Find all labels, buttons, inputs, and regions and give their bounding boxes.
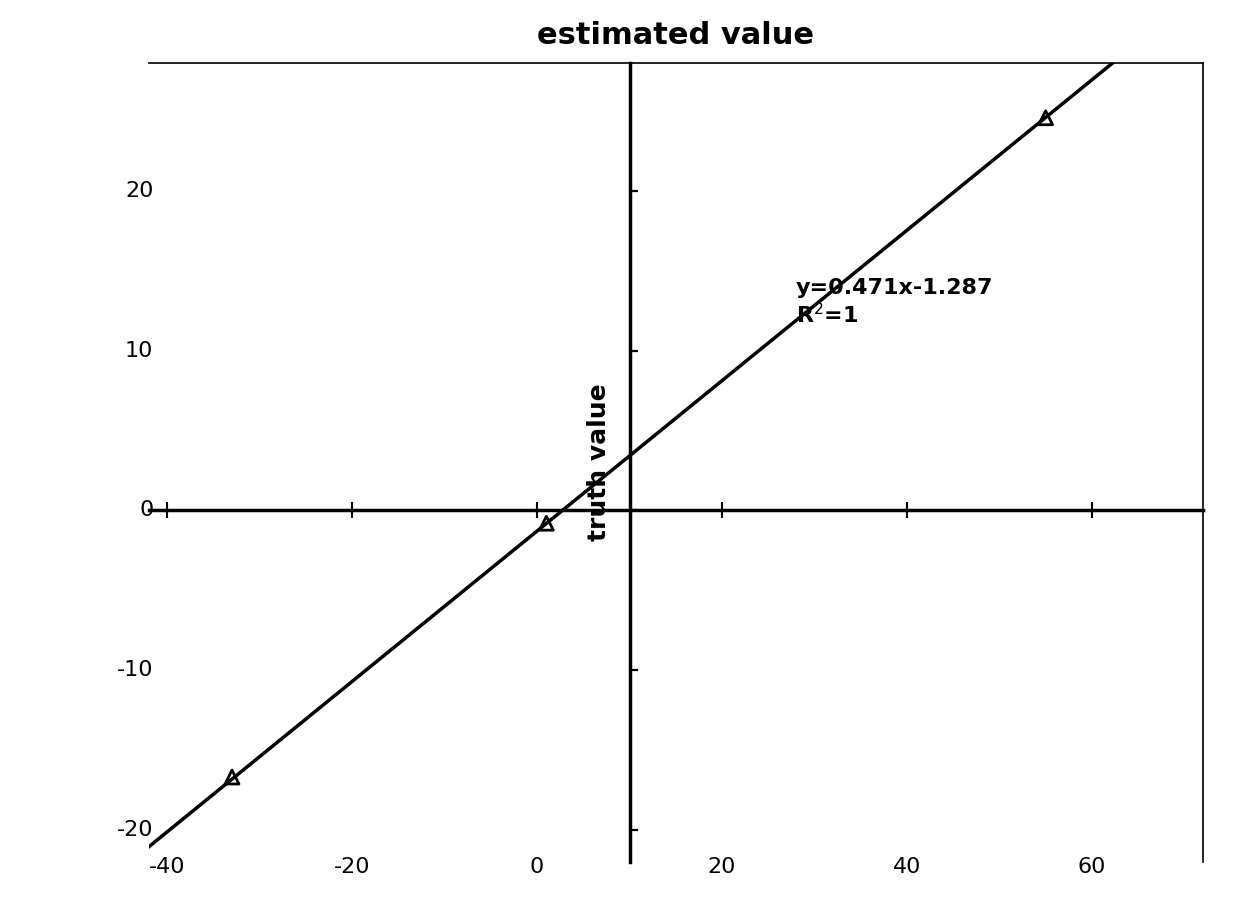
Point [537, 516, 557, 531]
Text: 40: 40 [893, 857, 921, 877]
Text: -40: -40 [149, 857, 186, 877]
Text: -20: -20 [117, 820, 154, 840]
Text: 20: 20 [708, 857, 737, 877]
Title: estimated value: estimated value [537, 21, 815, 50]
Text: y=0.471x-1.287
R$^2$=1: y=0.471x-1.287 R$^2$=1 [796, 278, 993, 327]
Point [222, 770, 242, 785]
Text: -10: -10 [117, 660, 154, 680]
Y-axis label: truth value: truth value [587, 384, 611, 541]
Text: 0: 0 [529, 857, 544, 877]
Text: 0: 0 [139, 501, 154, 521]
Text: -20: -20 [334, 857, 371, 877]
Point [1035, 111, 1055, 125]
Text: 20: 20 [125, 181, 154, 201]
Text: 10: 10 [125, 341, 154, 361]
Text: 60: 60 [1078, 857, 1106, 877]
